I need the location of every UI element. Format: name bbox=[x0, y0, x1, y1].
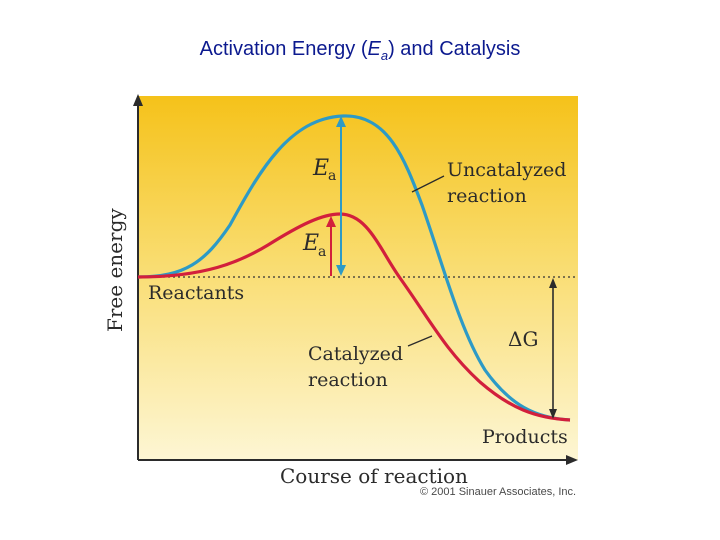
uncatalyzed-label-line1: Uncatalyzed bbox=[447, 159, 566, 181]
catalyzed-curve bbox=[137, 212, 571, 422]
uncatalyzed-leader-line bbox=[411, 175, 445, 193]
ea-uncatalyzed-subscript: a bbox=[328, 168, 336, 184]
title-prefix: Activation Energy ( bbox=[199, 38, 368, 60]
title-suffix: ) and Catalysis bbox=[388, 38, 521, 60]
products-label: Products bbox=[482, 426, 568, 448]
catalyzed-leader-line bbox=[407, 335, 433, 347]
delta-g-arrowhead-top bbox=[549, 278, 557, 288]
delta-g-label: ΔG bbox=[508, 327, 538, 351]
catalyzed-label-line1: Catalyzed bbox=[308, 343, 403, 365]
title-symbol: E bbox=[367, 38, 381, 60]
uncatalyzed-curve bbox=[137, 114, 571, 422]
page-title: Activation Energy (Ea) and Catalysis bbox=[0, 38, 720, 63]
y-axis-arrowhead bbox=[133, 94, 143, 106]
ea-uncatalyzed-symbol: E bbox=[312, 156, 329, 181]
ea-catalyzed-subscript: a bbox=[318, 244, 326, 260]
x-axis-label: Course of reaction bbox=[280, 464, 468, 488]
ea-catalyzed-arrowhead bbox=[326, 216, 336, 227]
copyright-notice: © 2001 Sinauer Associates, Inc. bbox=[420, 486, 577, 498]
title-subscript: a bbox=[380, 48, 389, 63]
reactants-label: Reactants bbox=[148, 282, 244, 304]
x-axis-arrowhead bbox=[566, 455, 578, 465]
y-axis-label: Free energy bbox=[103, 208, 127, 332]
ea-catalyzed-symbol: E bbox=[302, 231, 319, 256]
uncatalyzed-label-line2: reaction bbox=[447, 185, 527, 207]
delta-g-arrowhead-bottom bbox=[549, 409, 557, 419]
ea-uncatalyzed-arrowhead-top bbox=[336, 116, 346, 127]
ea-uncatalyzed-arrowhead-bottom bbox=[336, 265, 346, 276]
catalyzed-label-line2: reaction bbox=[308, 369, 388, 391]
